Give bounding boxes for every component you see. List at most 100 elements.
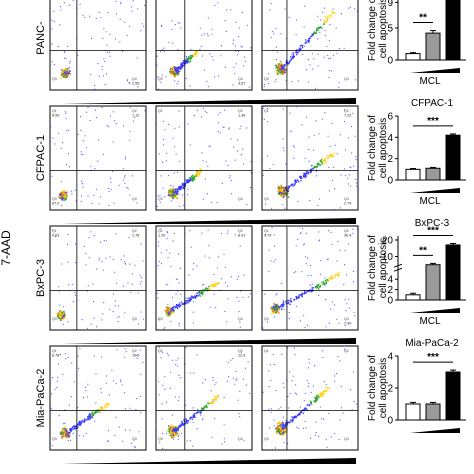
flow-event-dot	[59, 193, 62, 196]
flow-event-dot	[305, 427, 307, 429]
flow-event-dot	[262, 327, 264, 329]
flow-event-dot	[312, 68, 314, 70]
flow-event-dot	[301, 46, 304, 49]
flow-event-dot	[278, 408, 280, 410]
flow-event-dot	[60, 197, 63, 200]
flow-event-dot	[89, 418, 92, 420]
flow-event-dot	[92, 413, 94, 416]
figure-rows: PANC-Q1Q2Q3Q42.55Q1Q2Q3Q47.57Q1Q2Q3Q4MCL…	[35, 0, 466, 464]
flow-event-dot	[189, 177, 192, 180]
flow-event-dot	[298, 48, 300, 51]
flow-event-dot	[353, 401, 355, 403]
flow-event-dot	[114, 300, 116, 302]
flow-event-dot	[318, 231, 320, 233]
flow-event-dot	[332, 55, 334, 57]
flow-event-dot	[281, 353, 283, 355]
quadrant-value-q2: 1.78	[132, 234, 139, 238]
flow-event-dot	[163, 138, 165, 141]
flow-event-dot	[176, 194, 178, 197]
flow-event-dot	[324, 279, 327, 282]
flow-event-dot	[92, 300, 95, 303]
flow-event-dot	[50, 407, 53, 409]
cell-line-label: PANC-	[35, 21, 47, 55]
flow-event-dot	[65, 190, 68, 193]
quadrant-value-q2: 12.9	[238, 354, 245, 358]
flow-event-dot	[307, 257, 309, 259]
flow-event-dot	[187, 297, 189, 300]
flow-plot-frame	[261, 225, 359, 331]
flow-event-dot	[57, 376, 59, 378]
flow-event-dot	[298, 295, 300, 298]
flow-event-dot	[115, 123, 117, 125]
flow-event-dot	[273, 261, 275, 263]
flow-event-dot	[79, 3, 81, 5]
flow-event-dot	[233, 66, 235, 68]
flow-event-dot	[134, 445, 136, 447]
flow-event-dot	[288, 62, 291, 64]
flow-event-dot	[221, 278, 223, 280]
flow-event-dot	[56, 387, 58, 389]
flow-event-dot	[268, 408, 270, 410]
flow-event-dot	[91, 202, 93, 204]
flow-event-dot	[354, 8, 356, 10]
flow-event-dot	[172, 185, 174, 187]
flow-event-dot	[190, 179, 192, 182]
flow-event-dot	[280, 433, 283, 436]
flow-event-dot	[124, 21, 126, 23]
bar-2	[425, 264, 441, 301]
quadrant-code: Q3	[158, 77, 163, 81]
flow-event-dot	[319, 406, 321, 408]
flow-event-dot	[306, 171, 309, 173]
flow-event-dot	[241, 11, 243, 14]
flow-event-dot	[136, 354, 138, 356]
significance-marker: ***	[427, 352, 439, 363]
flow-event-dot	[175, 396, 177, 398]
flow-event-dot	[347, 298, 349, 300]
flow-event-dot	[124, 392, 126, 394]
flow-event-dot	[105, 257, 107, 259]
flow-event-dot	[283, 189, 285, 192]
flow-event-dot	[82, 153, 84, 155]
flow-event-dot	[323, 7, 326, 9]
flow-event-dot	[183, 418, 185, 420]
flow-event-dot	[195, 55, 197, 58]
flow-event-dot	[95, 117, 97, 119]
flow-event-dot	[291, 56, 294, 58]
flow-event-dot	[340, 207, 342, 209]
flow-treatment-wedge	[62, 338, 356, 344]
flow-event-dot	[287, 302, 290, 305]
flow-event-dot	[210, 285, 212, 287]
bar-y-tick-label: 5	[387, 24, 393, 35]
flow-event-dot	[64, 71, 67, 74]
flow-event-dot	[174, 69, 176, 71]
flow-event-dot	[176, 197, 179, 200]
flow-event-dot	[250, 172, 252, 174]
flow-treatment-wedge	[62, 218, 356, 224]
flow-event-dot	[53, 10, 55, 12]
flow-event-dot	[276, 73, 279, 76]
flow-event-dot	[51, 61, 53, 63]
flow-event-dot	[163, 47, 165, 49]
flow-event-dot	[103, 408, 105, 411]
flow-event-dot	[86, 111, 88, 113]
flow-event-dot	[264, 83, 266, 86]
flow-event-dot	[100, 241, 102, 243]
flow-event-dot	[173, 438, 175, 440]
flow-event-dot	[78, 435, 80, 437]
flow-event-dot	[59, 354, 62, 356]
flow-panel-2: Q1Q2Q3Q47.57	[155, 0, 253, 91]
flow-event-dot	[282, 305, 285, 307]
bar-y-tick-label: 0	[387, 416, 393, 427]
flow-event-dot	[189, 298, 192, 301]
flow-event-dot	[308, 382, 310, 384]
flow-event-dot	[334, 432, 336, 434]
flow-event-dot	[278, 192, 281, 195]
flow-event-dot	[87, 106, 89, 108]
flow-event-dot	[185, 418, 187, 420]
flow-event-dot	[176, 69, 179, 71]
flow-event-dot	[82, 14, 84, 16]
flow-event-dot	[141, 23, 143, 25]
flow-treatment-wedge	[62, 98, 356, 104]
flow-event-dot	[230, 276, 232, 278]
